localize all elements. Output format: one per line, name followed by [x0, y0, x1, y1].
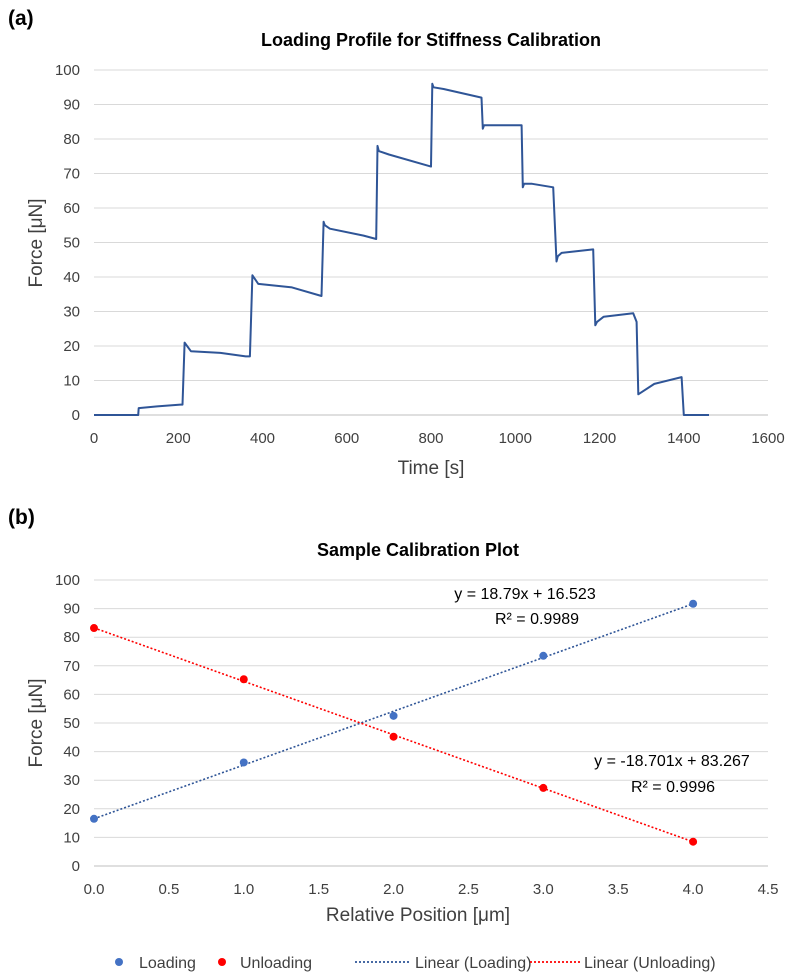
x-tick-label: 0 [90, 430, 98, 447]
legend: Loading Unloading Linear (Loading) Linea… [115, 955, 716, 972]
loading-point [689, 599, 698, 608]
loading-point [539, 651, 548, 660]
x-tick-label: 200 [166, 430, 191, 447]
loading-profile-chart: (a) Loading Profile for Stiffness Calibr… [8, 7, 785, 479]
x-tick-label: 0.0 [84, 881, 105, 898]
legend-marker-unloading [218, 958, 226, 966]
y-tick-label: 50 [63, 715, 80, 732]
y-tick-label: 30 [63, 304, 80, 321]
unloading-point [90, 624, 98, 633]
trendline-unloading-r2: R² = 0.9996 [631, 779, 715, 796]
x-tick-label: 1400 [667, 430, 700, 447]
chart-title-a: Loading Profile for Stiffness Calibratio… [261, 30, 601, 50]
panel-label-a: (a) [8, 7, 34, 30]
y-tick-label: 40 [63, 269, 80, 286]
trendline-loading-r2: R² = 0.9989 [495, 611, 579, 628]
y-tick-label: 30 [63, 772, 80, 789]
y-tick-label: 10 [63, 829, 80, 846]
chart-title-b: Sample Calibration Plot [317, 540, 519, 560]
x-tick-label: 0.5 [158, 881, 179, 898]
x-axis-label-b: Relative Position [μm] [326, 905, 510, 926]
legend-label-unloading: Unloading [240, 955, 312, 972]
y-tick-label: 100 [55, 572, 80, 589]
y-axis-label-b: Force [μN] [26, 678, 47, 767]
y-tick-label: 0 [72, 858, 80, 875]
x-tick-label: 4.0 [683, 881, 704, 898]
y-tick-label: 70 [63, 658, 80, 675]
legend-marker-loading [115, 958, 123, 966]
y-tick-label: 90 [63, 97, 80, 114]
legend-label-linear-unloading: Linear (Unloading) [584, 955, 716, 972]
y-tick-label: 10 [63, 373, 80, 390]
trendline-unloading-equation: y = -18.701x + 83.267 [594, 753, 750, 770]
legend-label-linear-loading: Linear (Loading) [415, 955, 532, 972]
x-tick-label: 400 [250, 430, 275, 447]
loading-point [389, 711, 398, 720]
panel-label-b: (b) [8, 506, 35, 529]
x-tick-label: 1.0 [233, 881, 254, 898]
x-tick-label: 1.5 [308, 881, 329, 898]
x-tick-label: 1000 [499, 430, 532, 447]
unloading-point [239, 675, 248, 684]
force-series-line [94, 82, 709, 416]
x-tick-label: 3.0 [533, 881, 554, 898]
trendline-loading [93, 603, 694, 820]
y-tick-label: 80 [63, 131, 80, 148]
y-tick-label: 60 [63, 200, 80, 217]
x-tick-label: 4.5 [758, 881, 779, 898]
x-axis-label-a: Time [s] [398, 458, 465, 479]
loading-point [90, 814, 98, 823]
unloading-point [389, 732, 398, 741]
x-tick-label: 3.5 [608, 881, 629, 898]
y-tick-label: 60 [63, 686, 80, 703]
y-tick-label: 90 [63, 601, 80, 618]
calibration-chart: (b) Sample Calibration Plot 0 10 20 30 40 50 6… [8, 506, 778, 972]
y-tick-label: 80 [63, 629, 80, 646]
legend-label-loading: Loading [139, 955, 196, 972]
y-tick-label: 20 [63, 338, 80, 355]
loading-point [239, 758, 248, 767]
x-tick-label: 2.5 [458, 881, 479, 898]
unloading-point [689, 837, 698, 846]
y-tick-label: 20 [63, 801, 80, 818]
y-tick-label: 100 [55, 62, 80, 79]
y-tick-label: 0 [72, 407, 80, 424]
x-tick-label: 800 [418, 430, 443, 447]
unloading-point [539, 783, 548, 792]
y-tick-label: 70 [63, 166, 80, 183]
y-axis-label-a: Force [μN] [26, 198, 47, 287]
x-tick-label: 600 [334, 430, 359, 447]
x-tick-label: 2.0 [383, 881, 404, 898]
x-tick-label: 1600 [751, 430, 784, 447]
trendline-loading-equation: y = 18.79x + 16.523 [454, 586, 596, 603]
y-tick-label: 40 [63, 744, 80, 761]
x-tick-label: 1200 [583, 430, 616, 447]
y-tick-label: 50 [63, 235, 80, 252]
